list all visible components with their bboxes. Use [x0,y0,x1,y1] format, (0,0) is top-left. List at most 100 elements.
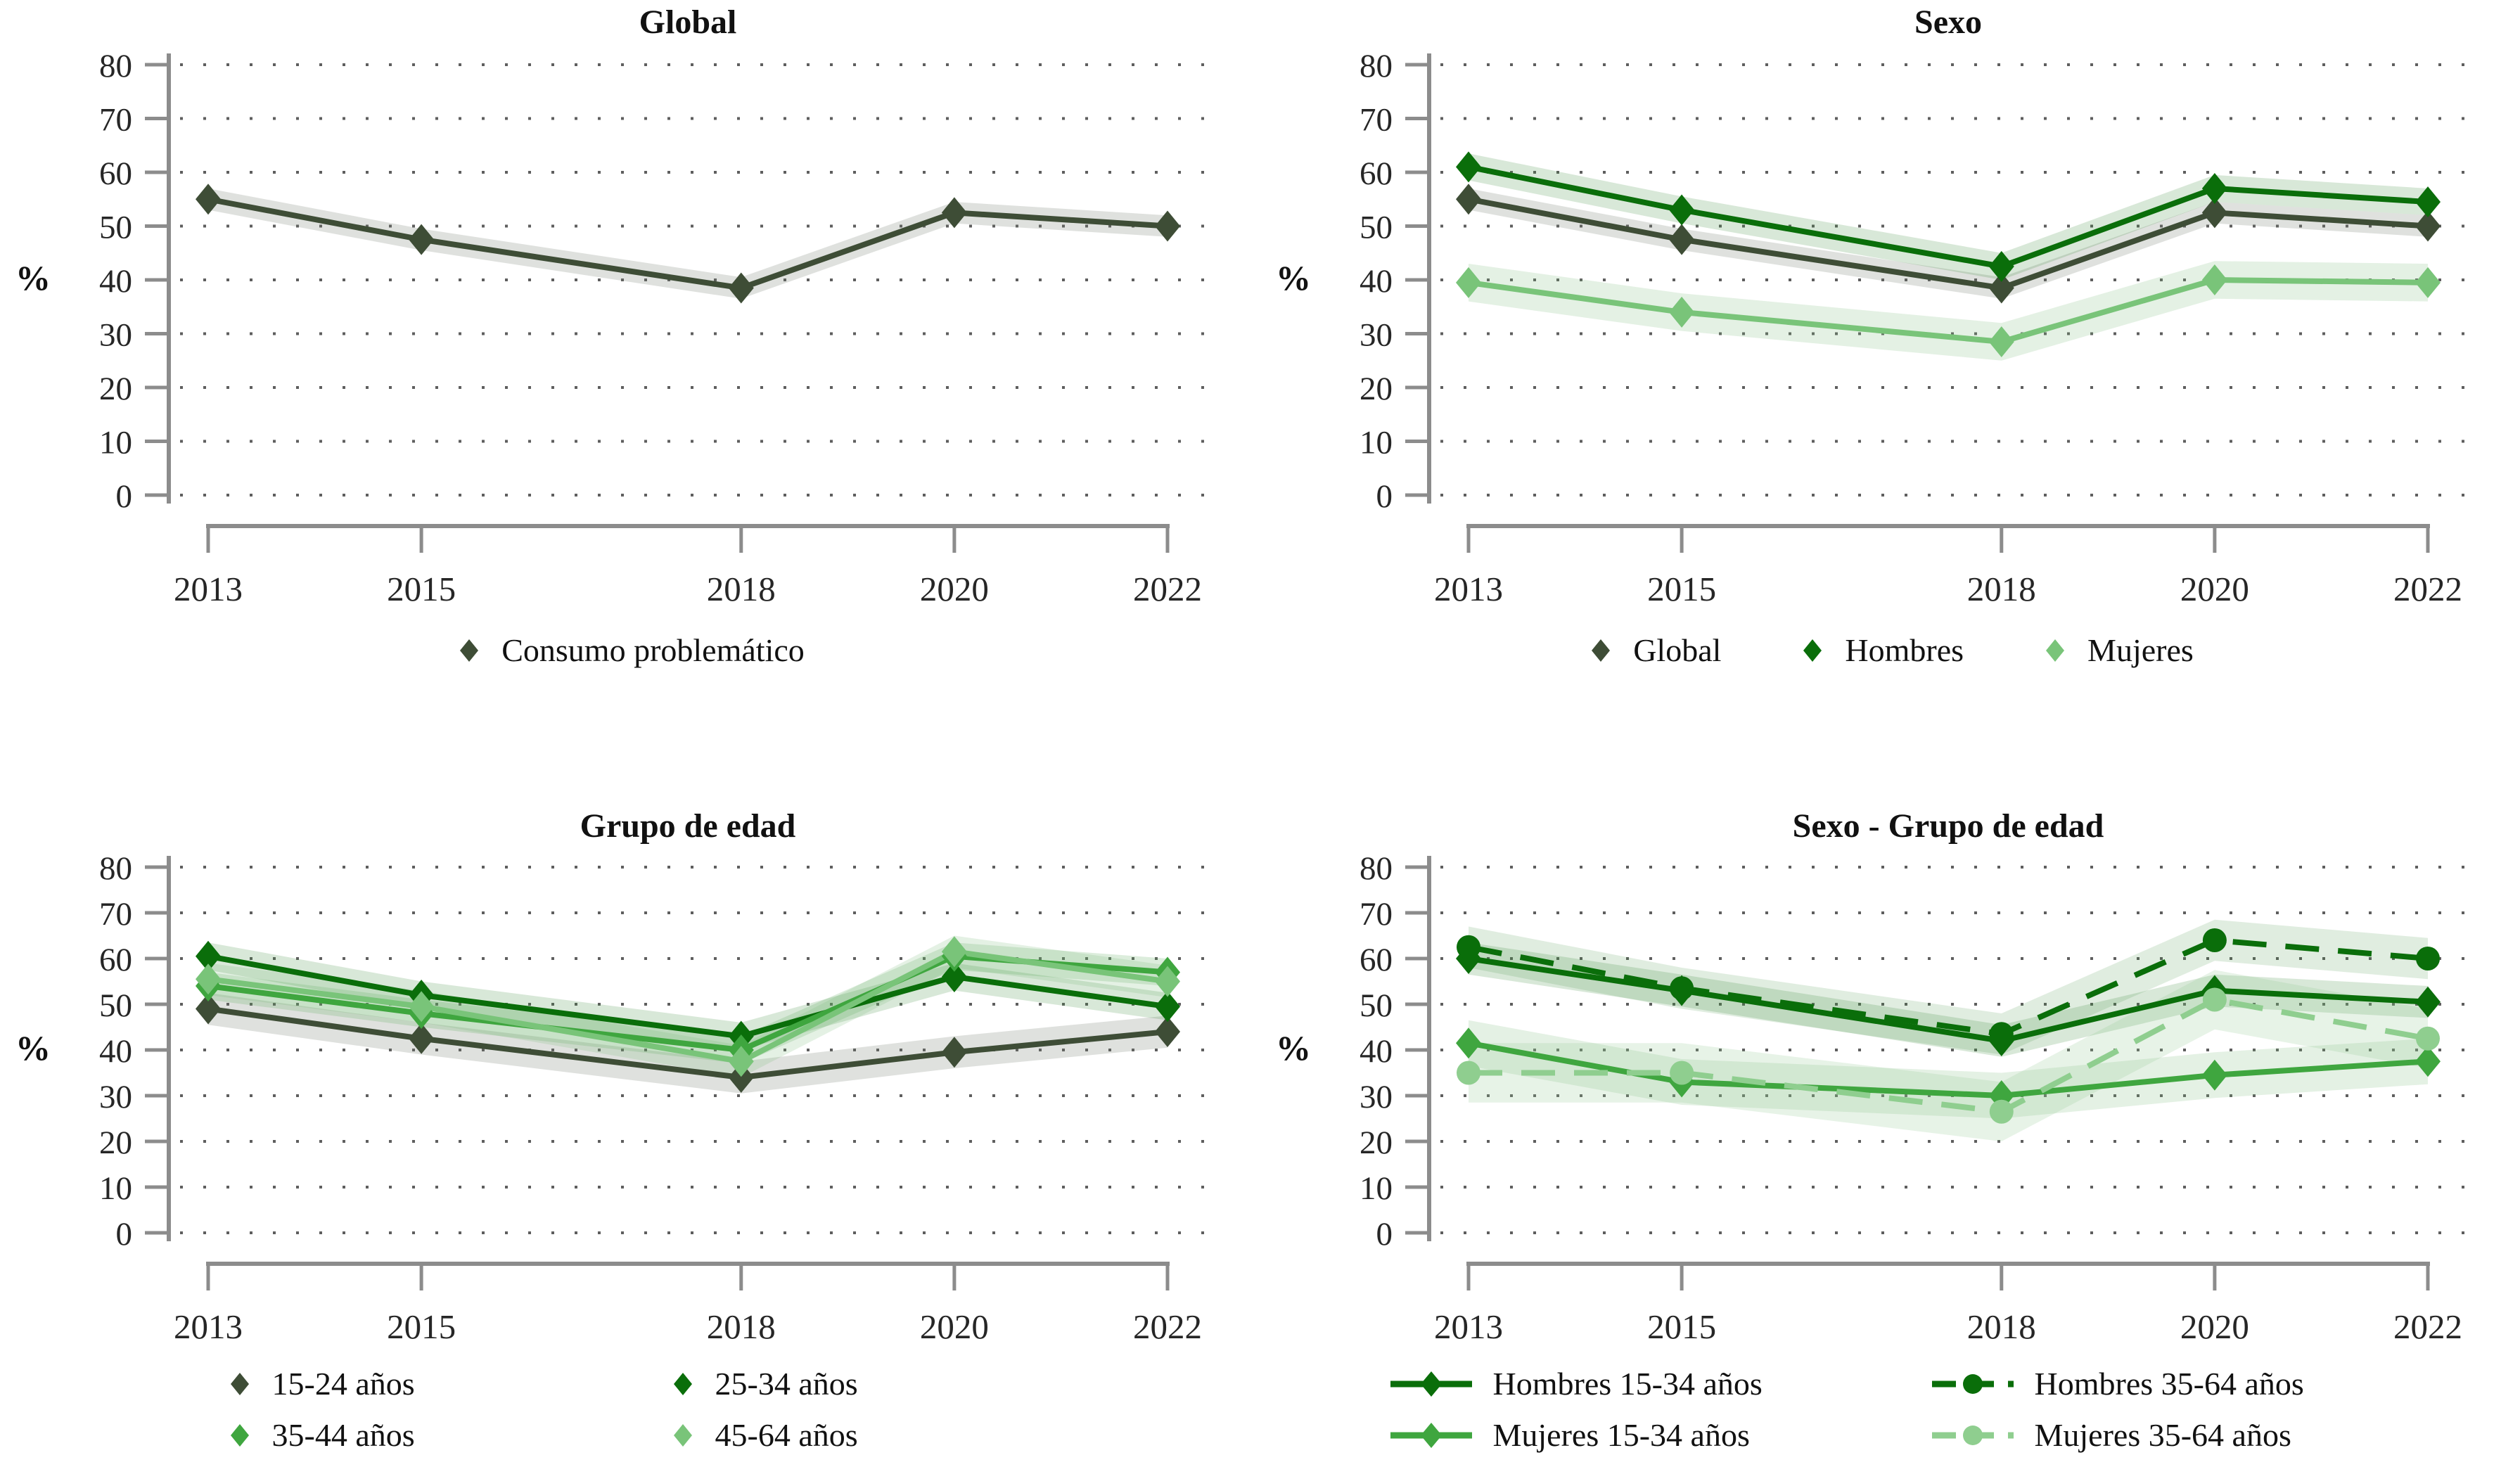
data-point-diamond [1669,224,1695,255]
confidence-band [208,992,1168,1094]
y-tick-label: 50 [99,210,132,246]
legend-label: 45-64 años [715,1417,858,1453]
y-tick-label: 0 [1376,1216,1393,1253]
legend-item: Mujeres 35-64 años [1929,1416,2393,1454]
confidence-band [208,188,1168,299]
legend-marker-icon [673,1423,692,1447]
confidence-band [1469,153,2428,280]
legend-item: 15-24 años [226,1365,591,1402]
legend-item: Mujeres 15-34 años [1388,1416,1852,1454]
data-point-diamond [1456,267,1481,298]
data-point-diamond [1988,326,2014,357]
chart-legend-global: Consumo problemático [0,632,1260,669]
legend-label: Mujeres 15-34 años [1492,1417,1750,1453]
legend-item: Hombres 15-34 años [1388,1365,1852,1402]
x-tick-label: 2022 [1133,570,1202,608]
data-point-diamond [2415,186,2441,218]
y-tick-label: 80 [1360,48,1393,84]
y-tick-label: 10 [99,425,132,461]
legend-item: Mujeres [2041,632,2194,669]
y-tick-label: 30 [99,1079,132,1115]
data-point-circle [1457,1061,1480,1085]
x-tick-label: 2018 [707,1307,776,1346]
data-point-diamond [196,993,221,1025]
y-axis-label: % [1276,1028,1311,1068]
chart-plot-global: 0 10 20 30 40 50 60 70 80 2013 2015 2018 2020 2022 [99,48,1207,608]
data-point-circle [2202,928,2227,952]
legend-marker-icon [2046,639,2065,662]
x-tick-label: 2020 [2180,570,2249,608]
data-point-diamond [1456,184,1481,215]
x-tick-label: 2018 [1967,570,2036,608]
data-point-diamond [941,1037,967,1068]
y-tick-label: 80 [1360,850,1393,887]
legend-marker-icon [230,1423,249,1447]
y-tick-label: 70 [99,102,132,139]
data-point-circle [1989,1099,2014,1124]
data-point-diamond [728,1062,754,1093]
chart-plot-sexo-grupo-de-edad: 0 10 20 30 40 50 60 70 80 2013 2015 2018 2020 2022 [1360,850,2467,1346]
panel-global: Global % 0 10 20 30 40 50 60 70 80 2013 2015 2018 20… [0,0,1260,734]
legend-label: Consumo problemático [501,632,805,668]
chart-title-sexo: Sexo [1914,4,1982,41]
y-tick-label: 70 [99,896,132,933]
legend-label: Hombres [1845,632,1964,668]
data-point-circle [2202,987,2227,1012]
y-tick-label: 20 [99,1125,132,1161]
legend-marker-icon [673,1372,692,1395]
y-tick-label: 50 [99,987,132,1024]
legend-item: 35-44 años [226,1416,591,1454]
data-point-diamond [2415,986,2441,1018]
legend-label: 25-34 años [715,1366,858,1402]
data-point-circle [1989,1022,2014,1046]
legend-row: 35-44 años 45-64 años [226,1416,1035,1454]
data-point-diamond [1155,210,1180,242]
data-point-diamond [1669,296,1695,328]
confidence-band [1469,1020,2428,1119]
data-point-diamond [1155,1016,1180,1047]
x-tick-label: 2013 [1434,570,1503,608]
data-point-diamond [409,991,435,1023]
y-tick-label: 20 [1360,371,1393,407]
legend-item: 25-34 años [669,1365,1035,1402]
data-point-diamond [2415,267,2441,298]
legend-item: Global [1587,632,1721,669]
legend-label: Hombres 15-34 años [1492,1366,1763,1402]
x-tick-label: 2022 [1133,1307,1202,1346]
data-point-diamond [1988,250,2014,282]
data-point-diamond [2415,210,2441,242]
data-point-diamond [409,224,435,255]
data-point-diamond [409,1023,435,1054]
y-tick-label: 30 [1360,317,1393,354]
legend-marker-icon [1592,639,1611,662]
y-axis-label: % [15,1028,51,1068]
data-point-diamond [941,936,967,968]
legend-label: 15-24 años [271,1366,415,1402]
chart-title-sexo-grupo-de-edad: Sexo - Grupo de edad [1792,807,2104,845]
data-point-circle [2416,947,2440,970]
y-tick-label: 70 [1360,102,1393,139]
panel-grupo-de-edad: Grupo de edad % 0 10 20 30 40 50 60 70 80 2013 201… [0,734,1260,1467]
legend-marker-icon [230,1372,249,1395]
legend-marker-icon [1390,1371,1472,1397]
legend-marker-icon [1390,1422,1472,1448]
panel-sexo: Sexo % 0 10 20 30 40 50 60 70 80 2013 2015 2018 2020… [1260,0,2520,734]
legend-label: Global [1633,632,1722,668]
panel-sexo-grupo-de-edad: Sexo - Grupo de edad % 0 10 20 30 40 50 60 70 80… [1260,734,2520,1467]
data-point-diamond [196,940,221,972]
y-tick-label: 40 [1360,1033,1393,1070]
y-tick-label: 20 [1360,1125,1393,1161]
legend-item: Hombres 35-64 años [1929,1365,2393,1402]
data-point-diamond [2201,172,2227,204]
chart-legend-grupo-de-edad: 15-24 años 25-34 años 35-44 años 45-64 años [0,1365,1260,1454]
x-tick-label: 2022 [2393,570,2462,608]
y-tick-label: 10 [99,1170,132,1207]
chart-title-global: Global [639,4,737,41]
data-point-circle [2416,1026,2440,1051]
y-tick-label: 10 [1360,1170,1393,1207]
y-tick-label: 60 [1360,942,1393,978]
legend-item: Consumo problemático [455,632,805,669]
chart-plot-grupo-de-edad: 0 10 20 30 40 50 60 70 80 2013 2015 2018 2020 2022 [99,850,1207,1346]
legend-row: Hombres 15-34 años Hombres 35-64 años [1388,1365,2393,1402]
y-tick-label: 40 [99,263,132,300]
